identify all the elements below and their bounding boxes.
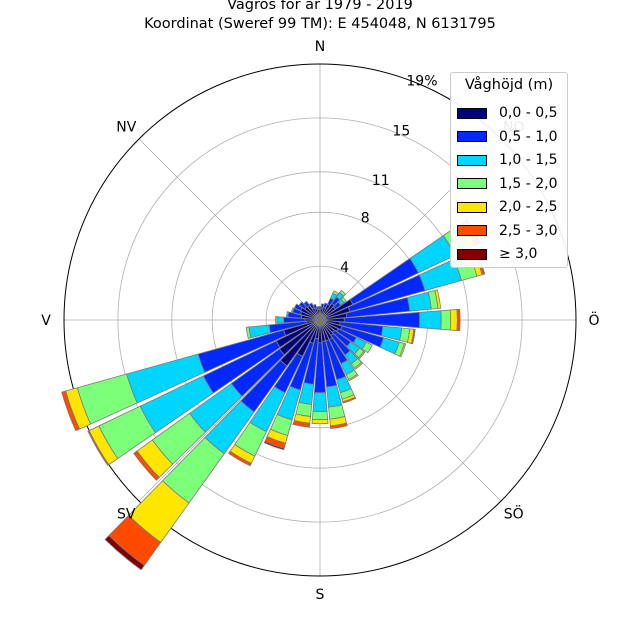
rose-bar-segment [290,307,295,313]
rose-bar-segment [347,373,359,382]
rose-bar-segment [276,316,285,324]
legend-entry: 1,5 - 2,0 [457,174,557,194]
rose-bar-segment [286,311,290,318]
direction-label: NV [116,119,136,135]
rose-bar-segment [353,361,363,370]
rose-bar-segment [245,326,252,339]
radial-tick-label: 11 [372,173,390,189]
legend-entry: 0,5 - 1,0 [457,127,557,147]
rose-bar-segment [292,420,311,428]
radial-tick-label: 15 [392,123,410,139]
radial-gridline [138,138,321,321]
legend: Våghöjd (m) 0,0 - 0,5 0,5 - 1,0 1,0 - 1,5 1… [450,72,568,268]
radial-tick-label: 19% [406,73,437,89]
radial-tick-label: 8 [361,210,370,226]
rose-bar-segment [303,300,311,309]
legend-swatch [457,178,487,189]
direction-label: S [316,587,325,603]
rose-bar-segment [361,341,373,354]
rose-bar-segment [456,308,461,332]
rose-bar-segment [357,350,366,360]
rose-bar-segment [342,396,357,404]
legend-entry: 2,5 - 3,0 [457,221,557,241]
rose-bar-segment [87,430,110,466]
rose-bar-segment [275,316,278,324]
rose-bar-segment [440,309,452,331]
legend-label: 1,0 - 1,5 [499,152,558,168]
rose-bar-segment [329,422,348,430]
legend-label: 0,5 - 1,0 [499,128,558,145]
legend-label: ≥ 3,0 [499,246,538,262]
rose-bar-segment [311,410,329,421]
rose-bar-segment [104,535,145,571]
legend-swatch [457,201,487,213]
direction-label: SV [117,507,136,523]
legend-swatch [457,154,487,166]
legend-entry: 2,0 - 2,5 [457,197,557,217]
legend-label: 0,0 - 0,5 [499,105,558,121]
radial-gridline [138,319,321,502]
legend-swatch [457,248,487,260]
legend-entry: 0,0 - 0,5 [457,103,557,123]
legend-label: 2,0 - 2,5 [499,199,558,215]
direction-label: N [315,39,325,55]
rose-bar-segment [263,440,285,451]
rose-bar-segment [410,328,416,345]
rose-bar-segment [406,291,432,312]
rose-bar-segment [311,418,329,425]
ring-gridline [171,171,469,469]
rose-bar-segment [61,390,81,432]
rose-bar-segment [312,392,328,413]
title-block: Vågros för år 1979 - 2019 Koordinat (Swe… [0,0,640,34]
rose-bar-segment [298,301,308,310]
direction-label: SÖ [504,505,524,523]
legend-label: 2,5 - 3,0 [499,222,558,239]
rose-bar-segment [312,303,318,310]
rose-bar-segment [133,450,160,481]
rose-bar-segment [332,290,339,297]
direction-label: Ö [588,311,599,329]
chart-subtitle: Koordinat (Sweref 99 TM): E 454048, N 61… [144,16,496,32]
rose-bar-segment [293,303,303,312]
rose-bar-segment [228,450,252,467]
radial-gridline [319,319,502,502]
legend-label: 1,5 - 2,0 [499,175,558,192]
rose-bar-segment [434,289,442,309]
rose-bar-segment [316,306,320,311]
rose-bar-segment [340,296,347,304]
legend-swatch [457,131,487,142]
radial-tick-label: 4 [340,260,349,276]
legend-entry: 1,0 - 1,5 [457,150,557,170]
ring-gridline [117,117,523,523]
legend-swatch [457,107,487,119]
chart-title: Vågros för år 1979 - 2019 [227,0,413,13]
polar-frame [63,63,577,577]
direction-label: V [41,313,51,329]
rose-bar-segment [308,302,315,310]
rose-bar-segment [449,309,458,331]
legend-swatch [457,225,487,236]
legend-title: Våghöjd (m) [464,77,554,93]
rose-bar-segment [418,310,442,330]
rose-bar-segment [399,343,407,358]
legend-entry: ≥ 3,0 [457,244,537,264]
rose-bar-segment [339,289,347,297]
